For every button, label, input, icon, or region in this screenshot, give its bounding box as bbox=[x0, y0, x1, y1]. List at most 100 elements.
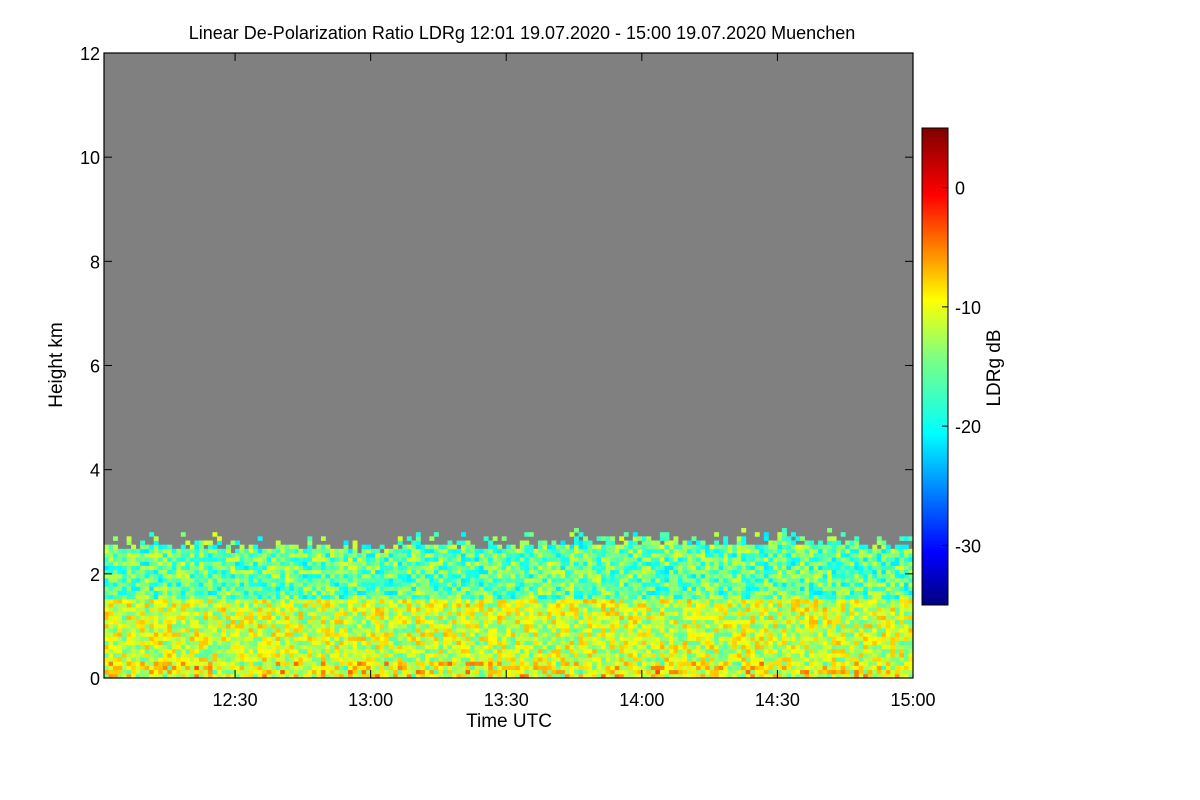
heatmap-cell bbox=[736, 653, 742, 658]
heatmap-cell bbox=[795, 673, 801, 678]
heatmap-cell bbox=[668, 648, 674, 654]
heatmap-cell bbox=[592, 657, 598, 662]
heatmap-cell bbox=[465, 578, 471, 583]
heatmap-cell bbox=[510, 636, 516, 641]
heatmap-cell bbox=[226, 657, 231, 662]
heatmap-cell bbox=[329, 673, 335, 678]
heatmap-cell bbox=[750, 573, 756, 579]
heatmap-cell bbox=[578, 578, 584, 583]
heatmap-cell bbox=[560, 636, 566, 641]
heatmap-cell bbox=[343, 540, 349, 546]
heatmap-cell bbox=[474, 573, 480, 579]
heatmap-cell bbox=[429, 548, 435, 554]
heatmap-cell bbox=[189, 640, 195, 646]
heatmap-cell bbox=[587, 644, 593, 650]
heatmap-cell bbox=[452, 669, 457, 675]
heatmap-cell bbox=[235, 665, 240, 671]
heatmap-cell bbox=[488, 561, 494, 566]
heatmap-cell bbox=[714, 661, 720, 666]
heatmap-cell bbox=[388, 640, 394, 646]
heatmap-cell bbox=[388, 628, 394, 633]
heatmap-cell bbox=[198, 632, 204, 637]
heatmap-cell bbox=[546, 544, 552, 550]
heatmap-cell bbox=[515, 573, 521, 579]
heatmap-cell bbox=[149, 586, 155, 591]
heatmap-cell bbox=[194, 628, 200, 633]
heatmap-cell bbox=[343, 657, 349, 662]
heatmap-cell bbox=[366, 611, 372, 616]
heatmap-cell bbox=[533, 607, 539, 612]
heatmap-cell bbox=[271, 569, 277, 575]
heatmap-cell bbox=[194, 582, 200, 587]
heatmap-cell bbox=[433, 615, 439, 621]
heatmap-cell bbox=[741, 615, 747, 621]
heatmap-cell bbox=[433, 532, 439, 537]
heatmap-cell bbox=[429, 653, 435, 658]
heatmap-cell bbox=[366, 615, 372, 621]
heatmap-cell bbox=[406, 607, 412, 612]
heatmap-cell bbox=[334, 640, 340, 646]
heatmap-cell bbox=[433, 569, 439, 575]
heatmap-cell bbox=[452, 673, 457, 678]
heatmap-cell bbox=[659, 582, 665, 587]
heatmap-cell bbox=[578, 582, 584, 587]
heatmap-cell bbox=[768, 619, 774, 625]
heatmap-cell bbox=[171, 557, 177, 562]
heatmap-cell bbox=[216, 603, 222, 608]
heatmap-cell bbox=[718, 653, 724, 658]
heatmap-cell bbox=[632, 573, 638, 579]
heatmap-cell bbox=[379, 648, 385, 654]
heatmap-cell bbox=[280, 594, 286, 600]
heatmap-cell bbox=[352, 648, 358, 654]
heatmap-cell bbox=[348, 603, 353, 608]
heatmap-cell bbox=[564, 598, 570, 604]
heatmap-cell bbox=[533, 573, 539, 579]
heatmap-cell bbox=[329, 594, 335, 600]
heatmap-cell bbox=[732, 623, 738, 629]
heatmap-cell bbox=[262, 603, 268, 608]
heatmap-cell bbox=[546, 611, 552, 616]
heatmap-cell bbox=[741, 640, 747, 646]
heatmap-cell bbox=[687, 548, 692, 554]
heatmap-cell bbox=[167, 573, 173, 579]
heatmap-cell bbox=[117, 648, 123, 654]
heatmap-cell bbox=[384, 648, 390, 654]
heatmap-cell bbox=[320, 569, 326, 575]
heatmap-cell bbox=[510, 603, 516, 608]
heatmap-cell bbox=[781, 628, 787, 633]
heatmap-cell bbox=[176, 611, 182, 616]
heatmap-cell bbox=[180, 561, 186, 566]
heatmap-cell bbox=[492, 561, 498, 566]
heatmap-cell bbox=[628, 603, 634, 608]
heatmap-cell bbox=[519, 565, 525, 571]
heatmap-cell bbox=[601, 648, 607, 654]
heatmap-cell bbox=[194, 594, 200, 600]
heatmap-cell bbox=[583, 540, 588, 546]
heatmap-cell bbox=[352, 569, 358, 575]
heatmap-cell bbox=[298, 673, 304, 678]
heatmap-cell bbox=[420, 573, 426, 579]
heatmap-cell bbox=[542, 565, 548, 571]
heatmap-cell bbox=[501, 657, 507, 662]
heatmap-cell bbox=[302, 665, 308, 671]
heatmap-cell bbox=[189, 578, 195, 583]
heatmap-cell bbox=[795, 636, 801, 641]
heatmap-cell bbox=[104, 673, 109, 678]
heatmap-cell bbox=[311, 553, 317, 558]
heatmap-cell bbox=[519, 607, 525, 612]
heatmap-cell bbox=[623, 644, 629, 650]
heatmap-cell bbox=[438, 594, 444, 600]
heatmap-cell bbox=[424, 544, 430, 550]
heatmap-cell bbox=[474, 586, 480, 591]
heatmap-cell bbox=[537, 603, 543, 608]
heatmap-cell bbox=[244, 636, 250, 641]
heatmap-cell bbox=[447, 607, 453, 612]
heatmap-cell bbox=[682, 548, 688, 554]
heatmap-cell bbox=[668, 644, 674, 650]
heatmap-cell bbox=[750, 607, 756, 612]
heatmap-cell bbox=[244, 611, 250, 616]
heatmap-cell bbox=[307, 611, 313, 616]
heatmap-cell bbox=[641, 607, 647, 612]
heatmap-cell bbox=[452, 619, 457, 625]
heatmap-cell bbox=[483, 548, 489, 554]
